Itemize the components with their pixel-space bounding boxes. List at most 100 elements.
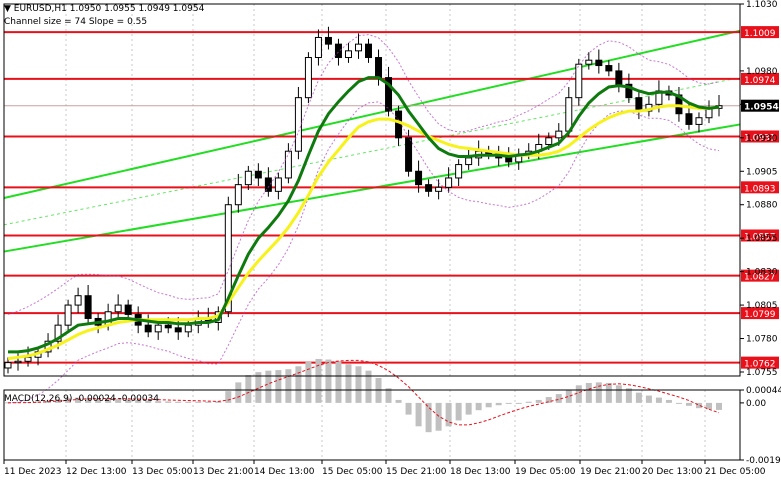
macd-histogram-bar xyxy=(685,402,692,406)
channel-upper-line xyxy=(3,29,741,200)
level-label-box xyxy=(741,307,779,320)
price-tick-label: 1.0755 xyxy=(746,368,778,378)
macd-histogram-bar xyxy=(195,401,202,403)
macd-histogram-bar xyxy=(265,370,272,403)
macd-histogram-bar xyxy=(515,402,522,404)
macd-histogram-bar xyxy=(675,402,682,404)
macd-histogram-bar xyxy=(155,401,162,403)
macd-histogram-bar xyxy=(465,402,472,415)
candle-body xyxy=(505,157,513,163)
macd-histogram-bar xyxy=(355,366,362,403)
macd-histogram-bar xyxy=(695,402,702,409)
candle xyxy=(515,148,523,170)
macd-histogram-bar xyxy=(305,361,312,403)
candle xyxy=(705,100,713,124)
candle xyxy=(715,94,723,117)
level-label: 1.0893 xyxy=(744,184,776,194)
macd-histogram-bar xyxy=(235,382,242,403)
macd-histogram-bar xyxy=(716,402,722,410)
candle-body xyxy=(455,164,463,179)
candle-body xyxy=(625,83,633,99)
price-tick-label: 1.0830 xyxy=(746,268,778,278)
level-label: 1.0974 xyxy=(744,76,776,86)
price-tick-label: 1.0855 xyxy=(746,234,778,244)
level-label: 1.0827 xyxy=(744,273,776,283)
time-tick-label: 20 Dec 13:00 xyxy=(642,467,703,477)
level-label: 1.0931 xyxy=(744,133,776,143)
candle-body xyxy=(615,70,623,85)
candle-body xyxy=(405,137,413,172)
candle xyxy=(645,96,653,117)
level-label: 1.0799 xyxy=(744,310,776,320)
candle xyxy=(615,62,623,93)
candle xyxy=(254,163,262,186)
price-tick-label: 1.0880 xyxy=(746,201,778,211)
time-tick-label: 15 Dec 21:00 xyxy=(386,467,447,477)
candle xyxy=(294,86,302,160)
candle xyxy=(365,38,373,63)
macd-histogram-bar xyxy=(315,358,322,403)
candle-body xyxy=(294,97,302,152)
level-label-box xyxy=(741,181,779,194)
macd-panel-frame xyxy=(3,389,741,461)
candle-body xyxy=(174,327,182,333)
macd-histogram-bar xyxy=(615,385,622,403)
price-tick-label: 1.0805 xyxy=(746,301,778,311)
macd-histogram-bar xyxy=(585,382,592,403)
macd-histogram-bar xyxy=(505,402,512,404)
candle-body xyxy=(64,304,72,326)
macd-histogram-bar xyxy=(335,361,342,403)
candle xyxy=(395,105,403,146)
candle-body xyxy=(24,356,32,362)
macd-signal-line xyxy=(7,359,720,426)
envelope-upper-line xyxy=(7,34,720,315)
macd-histogram-bar xyxy=(655,397,662,403)
level-label: 1.1009 xyxy=(744,29,776,39)
candle-body xyxy=(284,150,292,179)
candle-body xyxy=(54,324,62,342)
candle-body xyxy=(435,186,443,192)
channel-info: Channel size = 74 Slope = 0.55 xyxy=(4,17,148,27)
candle-body xyxy=(385,77,393,112)
candle xyxy=(435,179,443,200)
macd-histogram-bar xyxy=(385,388,392,403)
macd-histogram-bar xyxy=(435,402,442,431)
level-label-box xyxy=(741,356,779,369)
macd-label: MACD(12,26,9) -0.00024 -0.00034 xyxy=(4,394,160,404)
current-price-label: 1.0954 xyxy=(744,103,779,113)
time-tick-label: 12 Dec 13:00 xyxy=(66,467,127,477)
macd-histogram-bar xyxy=(555,394,562,403)
candle xyxy=(475,140,483,166)
price-tick-label: 1.0780 xyxy=(746,335,778,345)
macd-histogram-bar xyxy=(415,402,422,427)
candle xyxy=(234,173,242,213)
time-tick-label: 13 Dec 21:00 xyxy=(193,467,254,477)
price-panel-frame xyxy=(3,3,741,377)
channel-mid-line xyxy=(3,77,741,226)
macd-histogram-bar xyxy=(255,372,262,403)
candle xyxy=(144,314,152,338)
candle xyxy=(124,299,132,320)
candle-body xyxy=(595,59,603,67)
candle xyxy=(4,357,12,374)
macd-histogram-bar xyxy=(475,402,482,411)
macd-histogram-bar xyxy=(75,397,82,403)
macd-histogram-bar xyxy=(635,392,642,403)
candle xyxy=(425,179,433,197)
level-label-box xyxy=(741,229,779,242)
candle-body xyxy=(224,204,232,313)
candle xyxy=(274,172,282,200)
candle-body xyxy=(274,177,282,192)
candle-body xyxy=(685,113,693,125)
price-tick-label: 1.0930 xyxy=(746,134,778,144)
macd-histogram-bar xyxy=(105,398,112,403)
macd-histogram-bar xyxy=(135,399,142,403)
candle-body xyxy=(365,43,373,59)
candle-body xyxy=(154,324,162,333)
time-tick-label: 18 Dec 13:00 xyxy=(450,467,511,477)
macd-histogram-bar xyxy=(185,401,192,403)
candle xyxy=(84,285,92,324)
level-label-box xyxy=(741,269,779,282)
macd-histogram-bar xyxy=(395,399,402,403)
